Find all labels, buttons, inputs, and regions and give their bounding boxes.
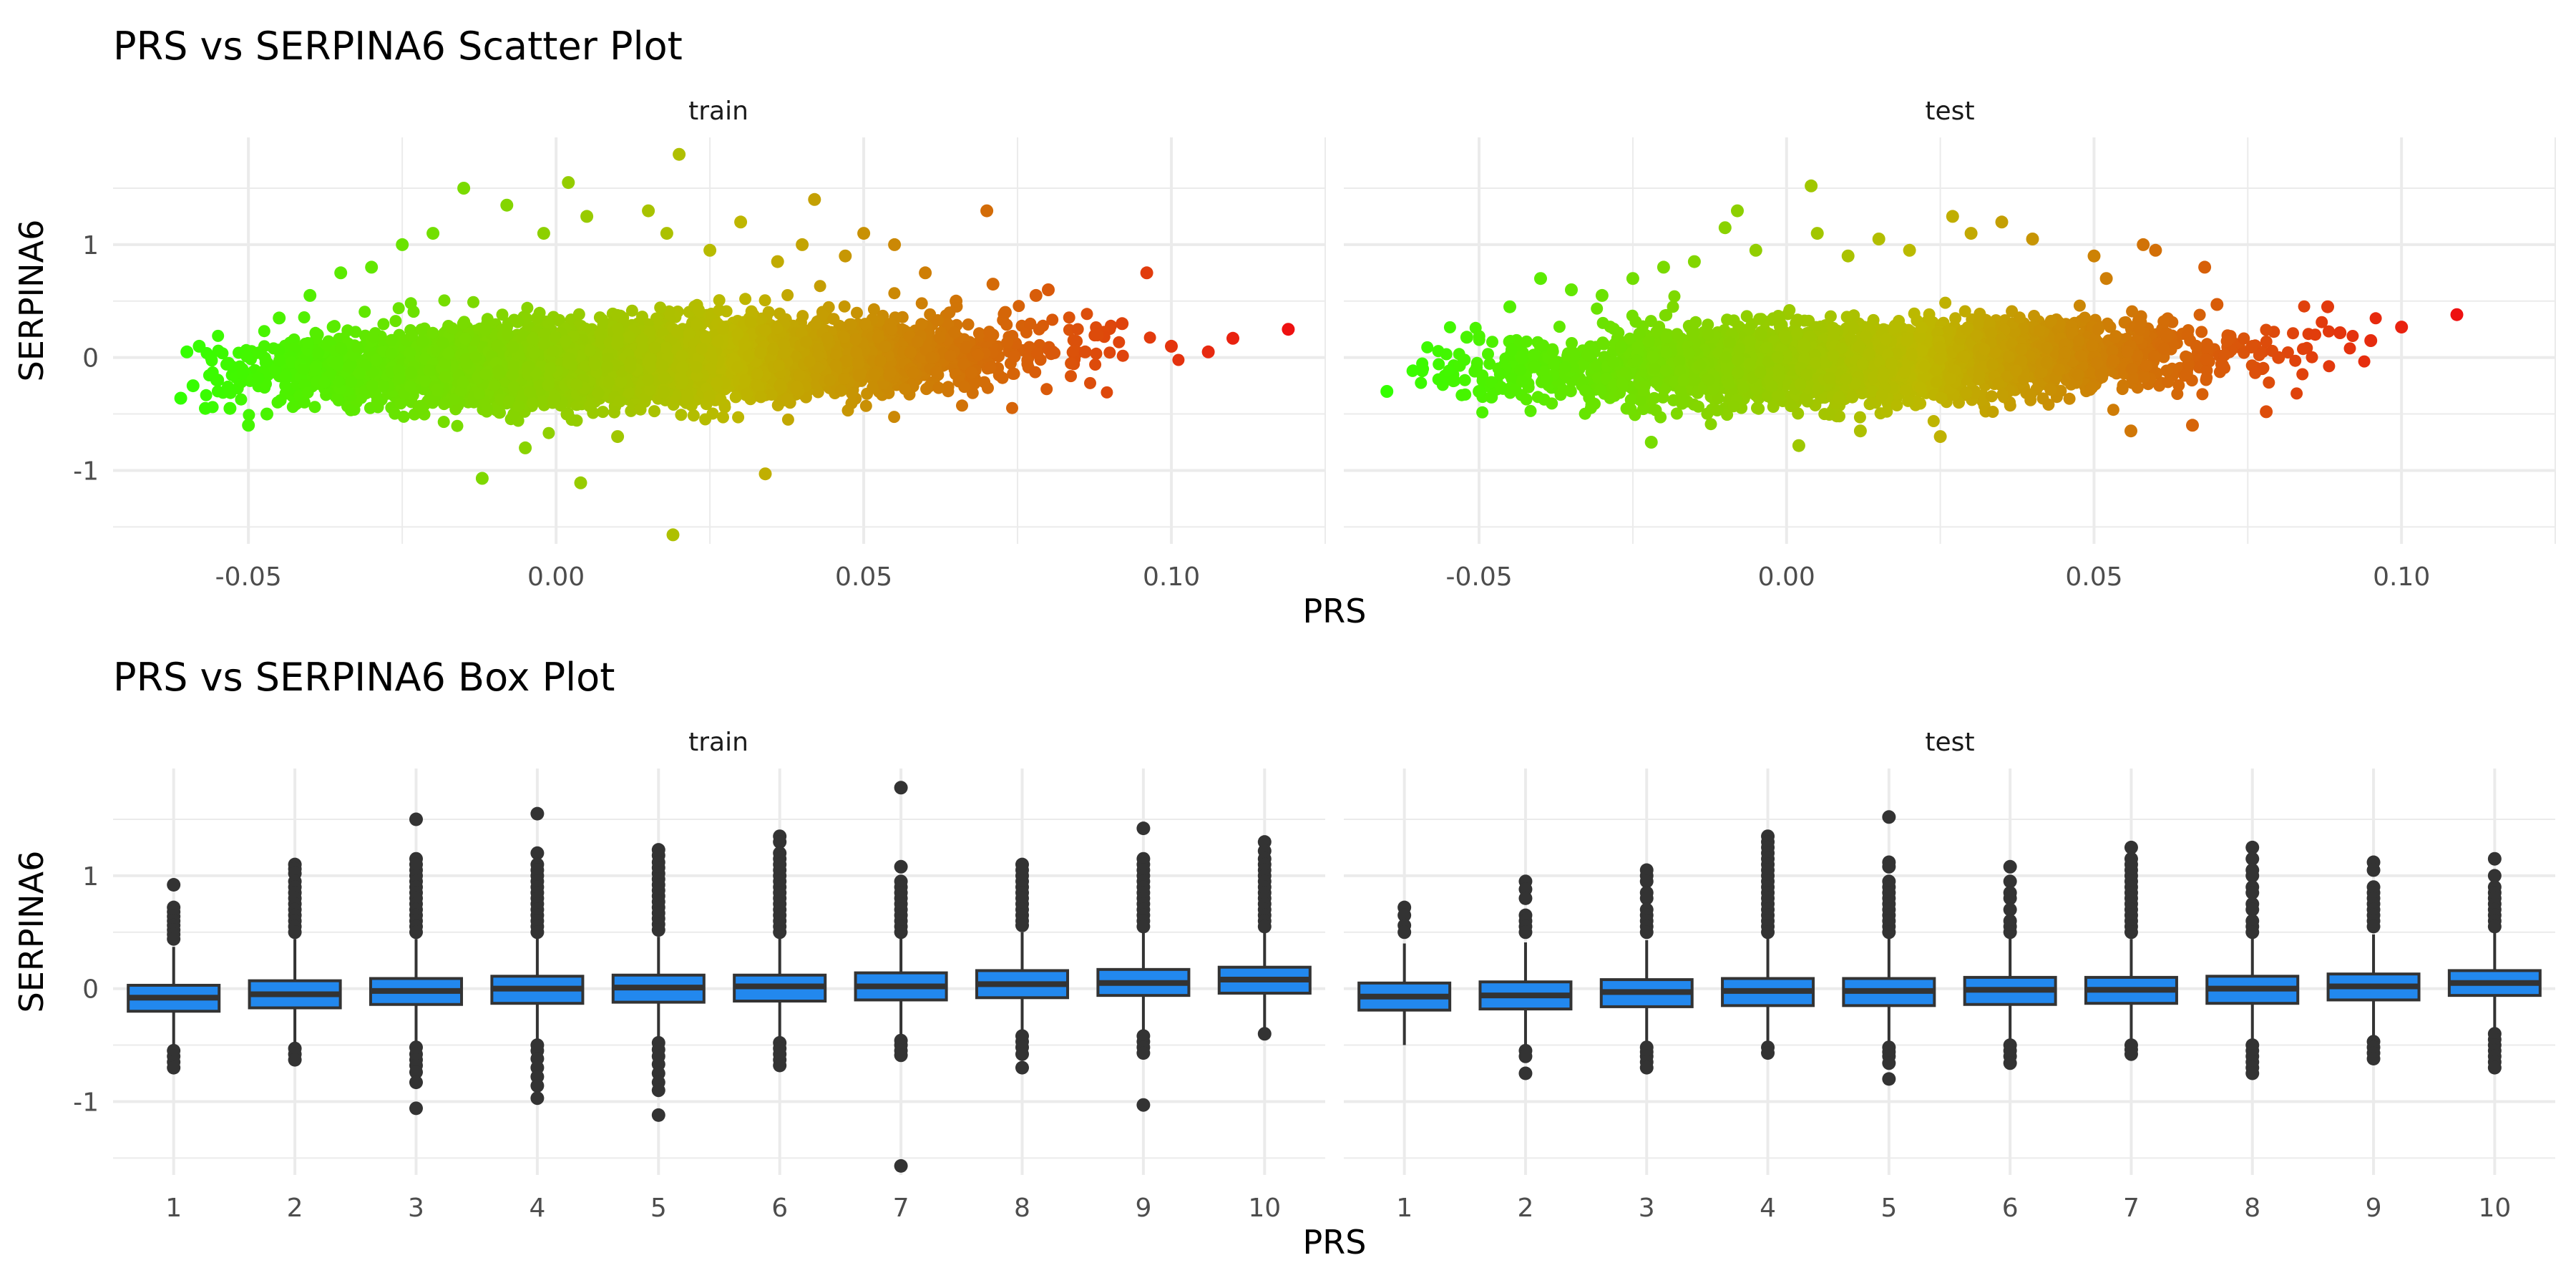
scatter-point <box>859 399 872 412</box>
scatter-point <box>1090 347 1103 360</box>
scatter-point <box>1008 367 1020 380</box>
scatter-point <box>972 327 985 340</box>
scatter-point <box>205 354 218 367</box>
y-tick-label: 0 <box>82 344 99 374</box>
scatter-point <box>838 300 851 313</box>
scatter-point <box>211 385 224 398</box>
x-tick-label: -0.05 <box>215 562 282 592</box>
x-tick-label: 0.05 <box>835 562 892 592</box>
scatter-point <box>1089 358 1102 371</box>
scatter-point <box>1068 345 1080 358</box>
scatter-point <box>608 406 620 419</box>
scatter-point <box>223 384 236 396</box>
scatter-point <box>596 313 609 326</box>
scatter-point <box>699 413 712 426</box>
scatter-point <box>978 376 991 389</box>
scatter-point <box>732 411 745 424</box>
scatter-point <box>377 318 390 331</box>
scatter-point <box>308 401 321 414</box>
scatter-point <box>212 329 225 342</box>
scatter-point <box>739 293 752 306</box>
scatter-point <box>216 347 229 360</box>
scatter-point <box>758 294 771 307</box>
x-tick-label: 0.00 <box>527 562 585 592</box>
scatter-point <box>1116 349 1129 362</box>
scatter-point <box>717 411 729 424</box>
scatter-strip-train: train <box>688 97 748 126</box>
scatter-point <box>235 393 248 406</box>
scatter-point <box>267 342 280 355</box>
scatter-panel-train: -0.05 0.00 0.05 0.10 -1 0 1 <box>73 137 1326 592</box>
scatter-point <box>1143 331 1156 344</box>
scatter-point <box>1006 401 1018 414</box>
scatter-point <box>200 389 213 401</box>
scatter-point <box>1103 346 1116 359</box>
scatter-point <box>1063 311 1075 324</box>
scatter-point <box>223 356 235 369</box>
scatter-point <box>675 409 688 421</box>
scatter-point <box>888 411 901 424</box>
scatter-point <box>956 399 968 412</box>
scatter-point <box>915 297 928 310</box>
scatter-point <box>634 403 647 416</box>
scatter-point <box>437 416 450 429</box>
scatter-point <box>729 391 742 404</box>
scatter-point <box>258 325 270 338</box>
x-tick-label: 0.10 <box>1143 562 1200 592</box>
scatter-point <box>438 294 451 307</box>
scatter-point <box>1071 323 1084 336</box>
scatter-point <box>451 419 464 432</box>
scatter-point <box>687 409 700 422</box>
scatter-point <box>392 302 405 315</box>
scatter-point <box>888 287 901 300</box>
scatter-point <box>1013 300 1025 313</box>
scatter-point <box>1046 313 1059 326</box>
scatter-point <box>1101 386 1113 399</box>
scatter-point <box>1040 383 1053 396</box>
scatter-point <box>648 405 660 418</box>
scatter-point <box>1065 370 1077 383</box>
scatter-point <box>1029 366 1042 379</box>
scatter-point <box>542 426 555 439</box>
scatter-point <box>298 311 311 323</box>
scatter-point <box>814 280 826 293</box>
y-tick-label: 1 <box>82 231 99 260</box>
scatter-point <box>251 346 264 359</box>
scatter-point <box>426 326 439 339</box>
scatter-point <box>467 296 479 308</box>
y-tick-label: -1 <box>73 457 99 486</box>
scatter-point <box>962 318 975 331</box>
scatter-point <box>1084 376 1096 389</box>
scatter-strip-test: test <box>1925 97 1974 126</box>
scatter-point <box>1172 353 1185 366</box>
scatter-plot-title: PRS vs SERPINA6 Scatter Plot <box>113 24 683 69</box>
scatter-point <box>344 404 357 416</box>
